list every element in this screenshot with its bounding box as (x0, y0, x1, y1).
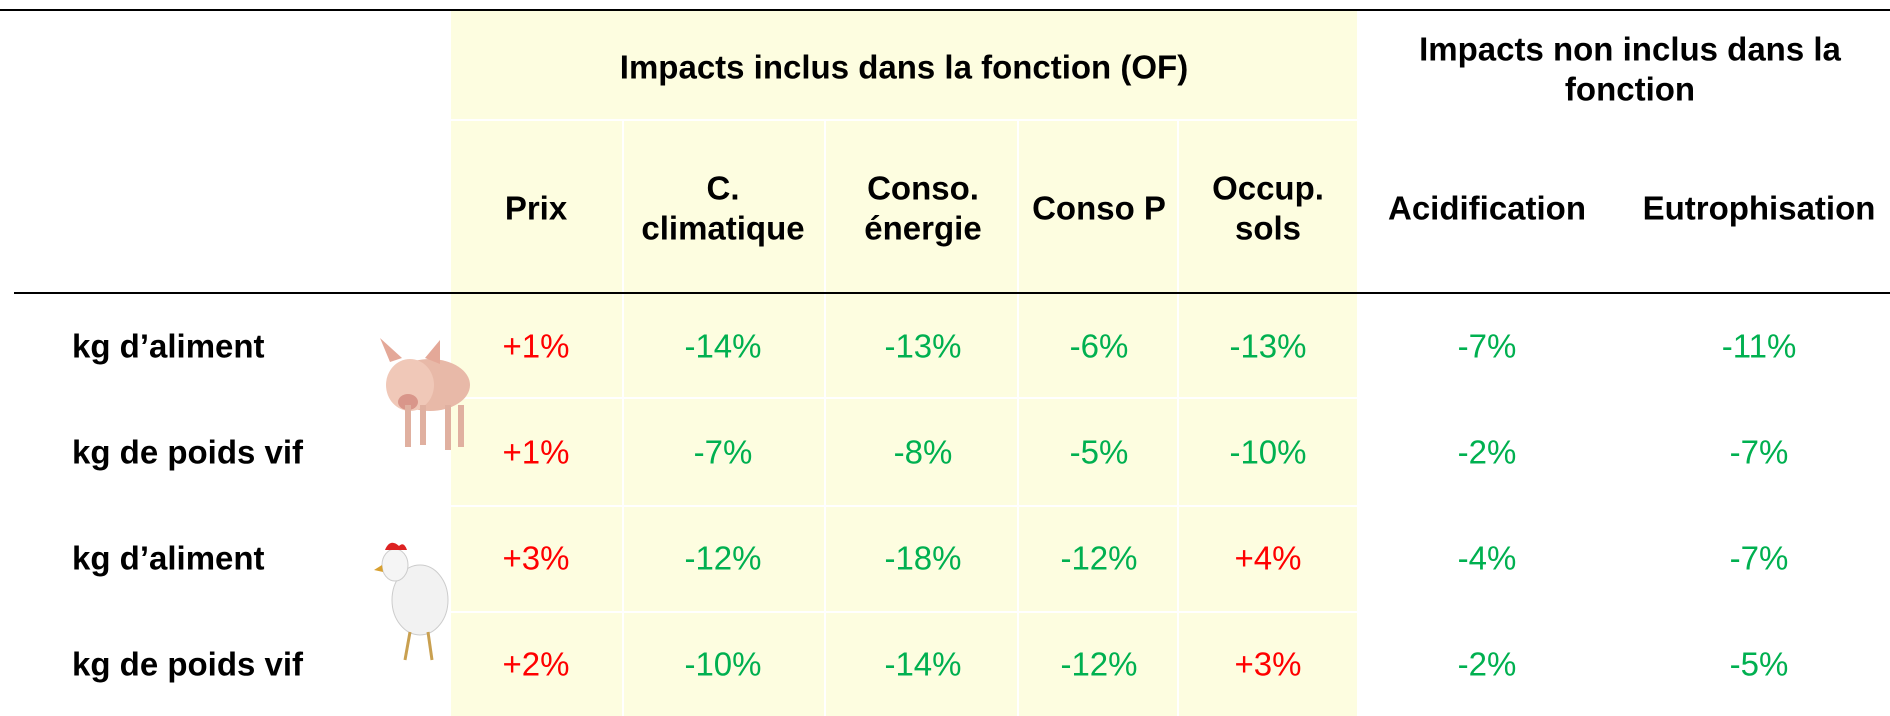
row-label: kg d’aliment (72, 540, 265, 577)
cell-value: -6% (1070, 328, 1129, 365)
column-header: Eutrophisation (1643, 190, 1876, 227)
cell-value: -14% (684, 328, 761, 365)
chicken-icon (374, 543, 448, 660)
cell-value: -7% (694, 434, 753, 471)
cell-value: -14% (884, 646, 961, 683)
cell-value: -12% (1060, 540, 1137, 577)
column-header: C. (707, 170, 740, 207)
column-header: Prix (505, 190, 568, 227)
column-header: climatique (641, 210, 804, 247)
group-header: fonction (1565, 71, 1695, 108)
cell-value: +1% (503, 434, 570, 471)
cell-value: -2% (1458, 646, 1517, 683)
row-label: kg de poids vif (72, 646, 304, 683)
cell-value: -8% (894, 434, 953, 471)
group-header: Impacts inclus dans la fonction (OF) (620, 49, 1188, 86)
cell-value: -11% (1722, 328, 1797, 365)
cell-value: +1% (503, 328, 570, 365)
cell-value: -5% (1070, 434, 1129, 471)
table: Impacts inclus dans la fonction (OF) Impa… (0, 0, 1890, 716)
cell-value: -12% (1060, 646, 1137, 683)
cell-value: -7% (1730, 434, 1789, 471)
column-header: Conso. (867, 170, 979, 207)
row-label: kg de poids vif (72, 434, 304, 471)
cell-value: -13% (1229, 328, 1306, 365)
column-header: Occup. (1212, 170, 1324, 207)
cell-value: -18% (884, 540, 961, 577)
cell-value: +4% (1235, 540, 1302, 577)
cell-value: -13% (884, 328, 961, 365)
cell-value: -7% (1730, 540, 1789, 577)
cell-value: +3% (503, 540, 570, 577)
row-label: kg d’aliment (72, 328, 265, 365)
column-header: énergie (864, 210, 981, 247)
cell-value: -5% (1730, 646, 1789, 683)
group-header: Impacts non inclus dans la (1419, 31, 1841, 68)
column-header: Conso P (1032, 190, 1166, 227)
cell-value: +3% (1235, 646, 1302, 683)
cell-value: +2% (503, 646, 570, 683)
cell-value: -12% (684, 540, 761, 577)
column-header: sols (1235, 210, 1301, 247)
cell-value: -7% (1458, 328, 1517, 365)
cell-value: -10% (684, 646, 761, 683)
cell-value: -2% (1458, 434, 1517, 471)
cell-value: -4% (1458, 540, 1517, 577)
column-header: Acidification (1388, 190, 1586, 227)
cell-value: -10% (1229, 434, 1306, 471)
